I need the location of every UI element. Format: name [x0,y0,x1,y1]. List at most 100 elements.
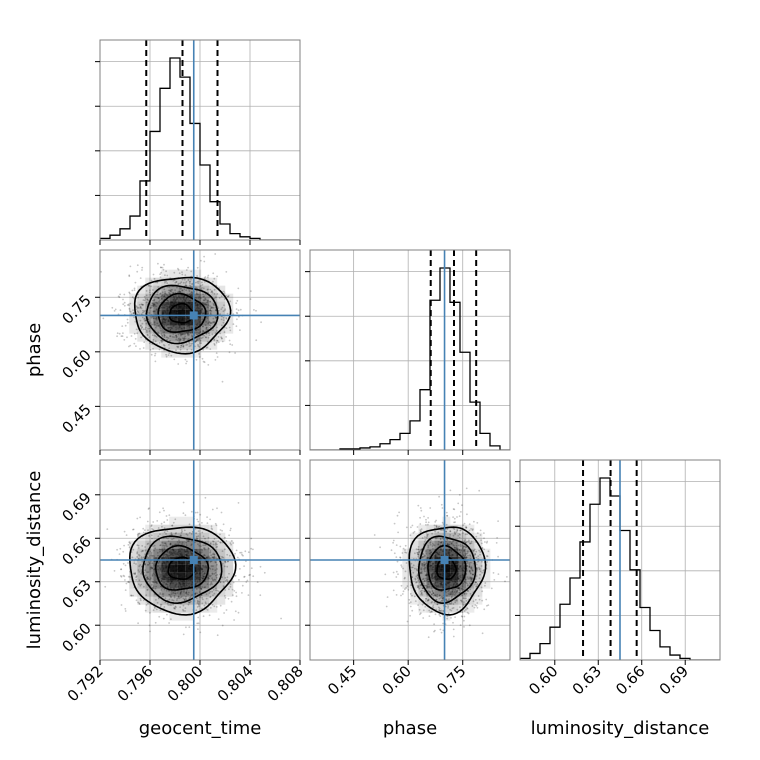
sample-point [215,574,217,577]
sample-point [127,575,130,578]
sample-point [250,537,253,540]
sample-point [424,566,427,568]
sample-point [454,601,457,604]
sample-point [228,351,231,354]
sample-point [180,334,182,337]
density-cell [217,285,226,294]
sample-point [431,611,433,613]
sample-point [185,539,188,542]
sample-point [185,289,188,291]
sample-point [154,581,157,583]
sample-point [205,327,208,330]
sample-point [147,571,150,574]
sample-point [175,334,177,337]
sample-point [481,560,483,563]
sample-point [178,290,181,293]
sample-point [433,630,435,633]
sample-point [474,553,476,555]
sample-point [137,311,140,314]
density-cell [458,532,467,541]
sample-point [131,289,134,292]
sample-point [229,527,232,530]
sample-point [213,557,216,559]
sample-point [435,519,437,522]
sample-point [165,589,168,592]
sample-point [172,592,175,595]
sample-point [208,296,211,299]
density-cell [402,564,411,573]
sample-point [475,550,478,553]
sample-point [385,605,388,608]
sample-point [139,597,142,600]
sample-point [186,534,189,536]
sample-point [216,573,219,576]
sample-point [205,597,208,600]
sample-point [426,534,428,536]
density-cell [185,516,194,525]
sample-point [483,537,485,540]
sample-point [228,326,231,329]
panel-content [100,460,300,660]
sample-point [147,578,150,580]
sample-point [421,565,424,567]
sample-point [463,601,465,603]
sample-point [209,550,212,552]
sample-point [393,552,396,555]
sample-point [456,589,459,592]
sample-point [455,591,458,594]
sample-point [170,596,173,599]
sample-point [171,599,174,601]
density-cell [193,317,202,326]
sample-point [148,562,151,564]
sample-point [424,555,427,557]
sample-point [474,604,477,606]
sample-point [470,579,472,582]
sample-point [440,596,442,599]
sample-point [425,551,427,553]
sample-point [483,532,485,534]
density-cell [450,588,459,597]
density-cell [161,524,170,533]
density-cell [153,524,162,533]
sample-point [143,529,146,532]
sample-point [151,334,154,337]
density-cell [169,596,178,605]
sample-point [122,332,124,334]
sample-point [228,534,231,537]
sample-point [169,335,172,338]
sample-point [436,603,439,606]
density-cell [193,341,202,350]
sample-point [230,540,233,542]
sample-point [474,583,476,586]
sample-point [457,544,460,547]
sample-point [147,557,150,559]
sample-point [216,545,219,548]
sample-point [432,604,435,607]
sample-point [466,562,469,564]
sample-point [163,334,166,337]
sample-point [116,548,118,551]
sample-point [215,524,218,527]
sample-point [400,584,403,587]
sample-point [175,334,178,337]
sample-point [469,592,472,595]
sample-point [430,539,432,542]
density-cell [225,325,234,334]
sample-point [161,541,164,544]
sample-point [459,591,462,594]
sample-point [417,579,420,582]
sample-point [113,310,116,312]
sample-point [397,531,399,534]
sample-point [232,581,235,584]
sample-point [145,294,148,297]
sample-point [425,521,427,524]
sample-point [182,604,185,607]
sample-point [137,307,140,309]
sample-point [449,603,452,605]
sample-point [477,560,479,563]
sample-point [174,605,177,608]
sample-point [167,537,169,540]
sample-point [423,564,426,566]
contour-line [145,284,219,345]
sample-point [126,321,129,324]
